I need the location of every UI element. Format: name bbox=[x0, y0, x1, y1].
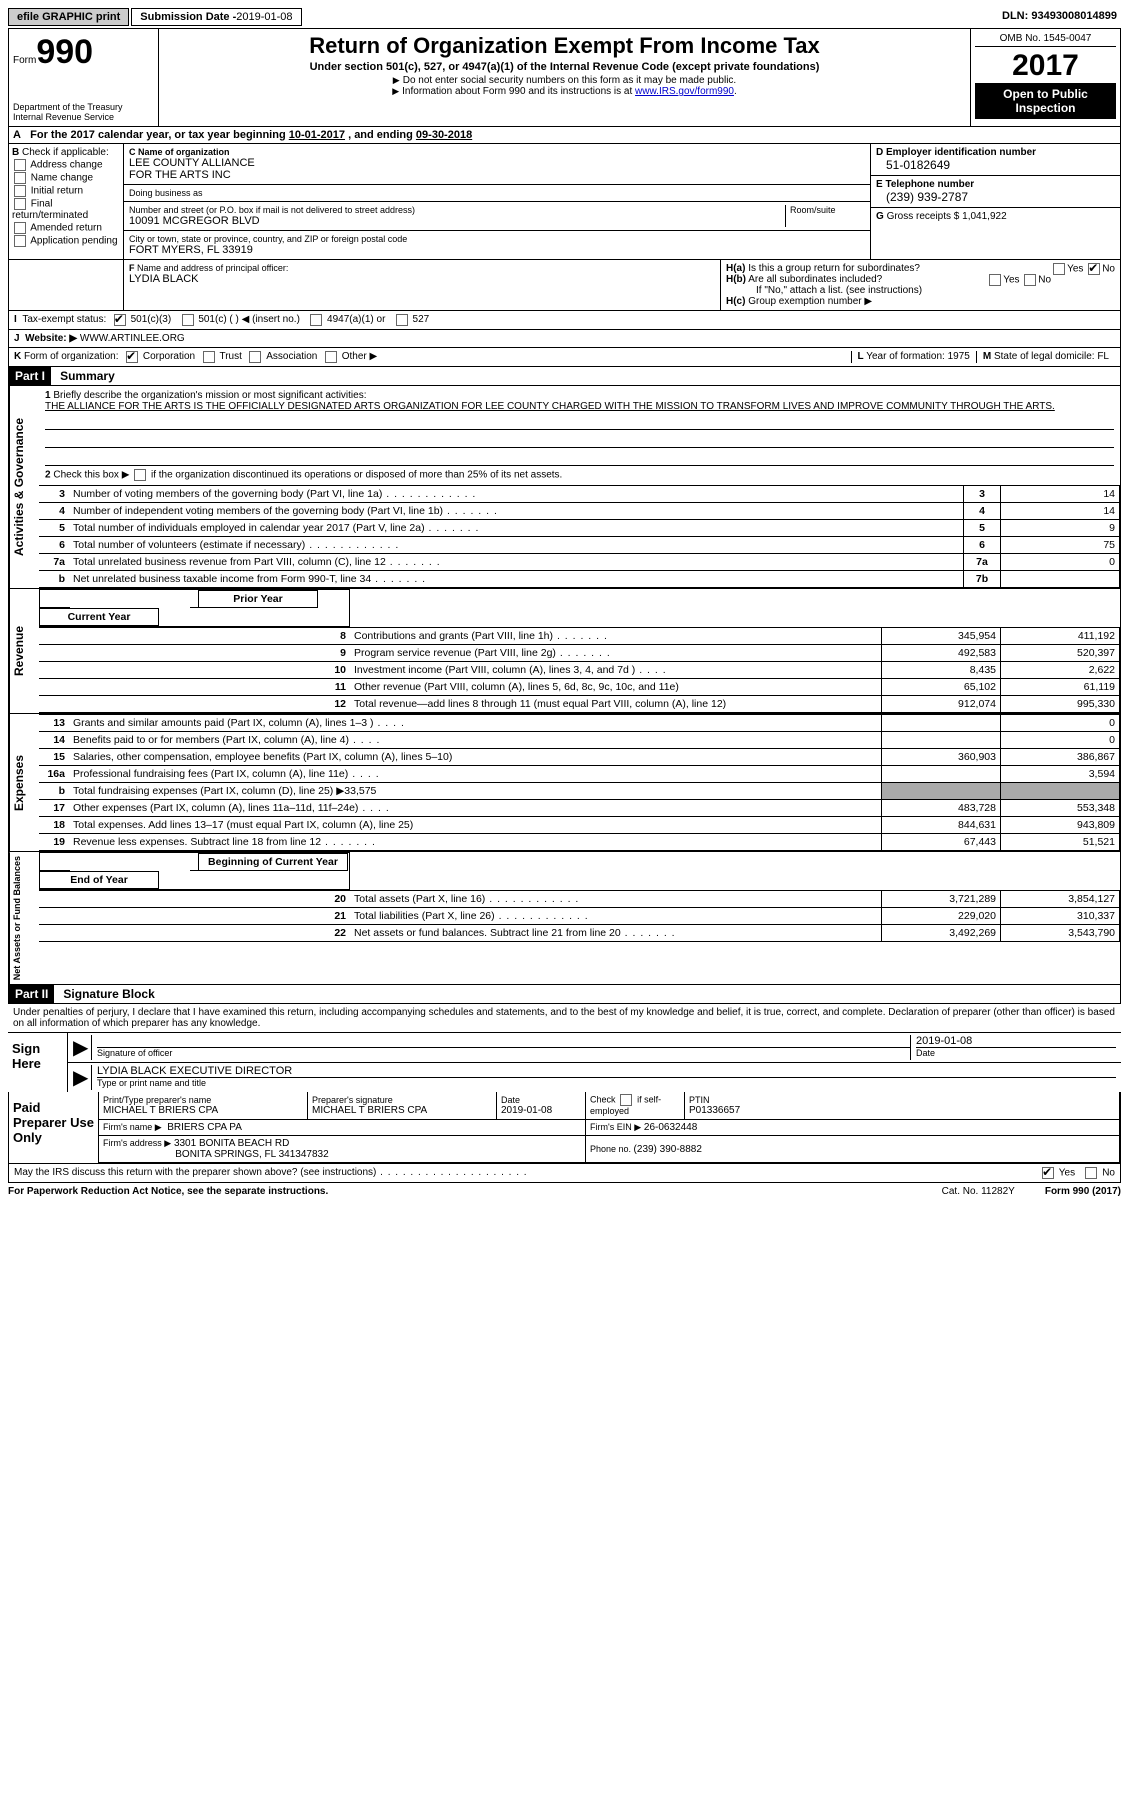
topbar: efile GRAPHIC print Submission Date - 20… bbox=[8, 8, 1121, 26]
tax-year: 2017 bbox=[975, 49, 1116, 83]
firm-ein: 26-0632448 bbox=[644, 1122, 697, 1133]
form-number: 990 bbox=[36, 33, 93, 71]
phone: (239) 939-2787 bbox=[876, 190, 1115, 204]
dept-irs: Internal Revenue Service bbox=[13, 112, 154, 122]
chk-name-change[interactable]: Name change bbox=[12, 172, 120, 184]
signature-date: 2019-01-08 bbox=[916, 1035, 1116, 1047]
website: WWW.ARTINLEE.ORG bbox=[80, 333, 185, 344]
section-revenue: Revenue Prior YearCurrent Year8Contribut… bbox=[8, 589, 1121, 714]
irs-link[interactable]: www.IRS.gov/form990 bbox=[635, 86, 734, 97]
chk-address-change[interactable]: Address change bbox=[12, 159, 120, 171]
firm-name: BRIERS CPA PA bbox=[167, 1122, 242, 1133]
signature-arrow-icon: ▶ bbox=[73, 1035, 92, 1060]
table-governance: 3Number of voting members of the governi… bbox=[39, 485, 1120, 588]
principal-officer: LYDIA BLACK bbox=[129, 273, 715, 285]
section-d-e-g: D Employer identification number 51-0182… bbox=[870, 144, 1120, 259]
section-activities: Activities & Governance 1 Briefly descri… bbox=[8, 386, 1121, 589]
section-b-checklist: B Check if applicable: Address change Na… bbox=[9, 144, 124, 259]
row-i: I Tax-exempt status: 501(c)(3) 501(c) ( … bbox=[8, 311, 1121, 330]
preparer-name: MICHAEL T BRIERS CPA bbox=[103, 1105, 218, 1116]
dln: DLN: 93493008014899 bbox=[998, 8, 1121, 26]
chk-application-pending[interactable]: Application pending bbox=[12, 235, 120, 247]
section-expenses: Expenses 13Grants and similar amounts pa… bbox=[8, 714, 1121, 852]
table-revenue: Prior YearCurrent Year8Contributions and… bbox=[39, 589, 1120, 713]
form-subtitle: Under section 501(c), 527, or 4947(a)(1)… bbox=[163, 61, 966, 73]
firm-addr1: 3301 BONITA BEACH RD bbox=[174, 1138, 289, 1149]
street-address: 10091 MCGREGOR BLVD bbox=[129, 215, 785, 227]
section-c-org: C Name of organization LEE COUNTY ALLIAN… bbox=[124, 144, 870, 259]
self-employed-check[interactable] bbox=[620, 1094, 632, 1106]
ha-no-check bbox=[1088, 263, 1100, 275]
open-to-public: Open to Public Inspection bbox=[975, 83, 1116, 119]
gross-receipts: 1,041,922 bbox=[962, 211, 1007, 222]
discuss-yes-check bbox=[1042, 1167, 1054, 1179]
form-header: Form990 Department of the Treasury Inter… bbox=[8, 28, 1121, 127]
form-prefix: Form bbox=[13, 55, 36, 66]
row-a-tax-year: A For the 2017 calendar year, or tax yea… bbox=[8, 127, 1121, 144]
firm-addr2: BONITA SPRINGS, FL 341347832 bbox=[175, 1149, 328, 1160]
year-formation: 1975 bbox=[948, 351, 970, 362]
chk-initial-return[interactable]: Initial return bbox=[12, 185, 120, 197]
chk-final-return[interactable]: Final return/terminated bbox=[12, 198, 120, 221]
row-klm: K Form of organization: Corporation Trus… bbox=[8, 348, 1121, 367]
ptin: P01336657 bbox=[689, 1105, 740, 1116]
row-fh: F Name and address of principal officer:… bbox=[8, 260, 1121, 311]
org-name-2: FOR THE ARTS INC bbox=[129, 169, 865, 181]
corp-check bbox=[126, 351, 138, 363]
preparer-sig: MICHAEL T BRIERS CPA bbox=[312, 1105, 427, 1116]
ssn-note: Do not enter social security numbers on … bbox=[163, 75, 966, 86]
dept-treasury: Department of the Treasury bbox=[13, 102, 154, 112]
city-state-zip: FORT MYERS, FL 33919 bbox=[129, 244, 865, 256]
firm-phone: (239) 390-8882 bbox=[634, 1144, 702, 1155]
mission-text: THE ALLIANCE FOR THE ARTS IS THE OFFICIA… bbox=[45, 401, 1055, 412]
page-footer: For Paperwork Reduction Act Notice, see … bbox=[8, 1183, 1121, 1200]
501c3-check bbox=[114, 314, 126, 326]
chk-amended[interactable]: Amended return bbox=[12, 222, 120, 234]
discuss-row: May the IRS discuss this return with the… bbox=[8, 1164, 1121, 1183]
legal-domicile: FL bbox=[1097, 351, 1109, 362]
part1-header: Part I Summary bbox=[8, 367, 1121, 386]
org-name-1: LEE COUNTY ALLIANCE bbox=[129, 157, 865, 169]
block-bcd: B Check if applicable: Address change Na… bbox=[8, 144, 1121, 260]
table-net-assets: Beginning of Current YearEnd of Year20To… bbox=[39, 852, 1120, 942]
sign-here-block: Sign Here ▶ Signature of officer 2019-01… bbox=[8, 1032, 1121, 1092]
omb-number: OMB No. 1545-0047 bbox=[975, 33, 1116, 47]
info-note: Information about Form 990 and its instr… bbox=[163, 86, 966, 97]
submission-date: Submission Date - 2019-01-08 bbox=[131, 8, 301, 26]
table-expenses: 13Grants and similar amounts paid (Part … bbox=[39, 714, 1120, 851]
section-net-assets: Net Assets or Fund Balances Beginning of… bbox=[8, 852, 1121, 985]
signature-declaration: Under penalties of perjury, I declare th… bbox=[8, 1004, 1121, 1032]
form-title: Return of Organization Exempt From Incom… bbox=[163, 33, 966, 59]
paid-preparer-block: Paid Preparer Use Only Print/Type prepar… bbox=[8, 1092, 1121, 1164]
officer-name-title: LYDIA BLACK EXECUTIVE DIRECTOR bbox=[97, 1065, 1116, 1077]
discuss-no-check[interactable] bbox=[1085, 1167, 1097, 1179]
efile-print-button[interactable]: efile GRAPHIC print bbox=[8, 8, 129, 26]
preparer-date: 2019-01-08 bbox=[501, 1105, 552, 1116]
row-j: J Website: ▶ WWW.ARTINLEE.ORG bbox=[8, 330, 1121, 348]
part2-header: Part II Signature Block bbox=[8, 985, 1121, 1004]
name-arrow-icon: ▶ bbox=[73, 1065, 92, 1090]
ein: 51-0182649 bbox=[876, 158, 1115, 172]
